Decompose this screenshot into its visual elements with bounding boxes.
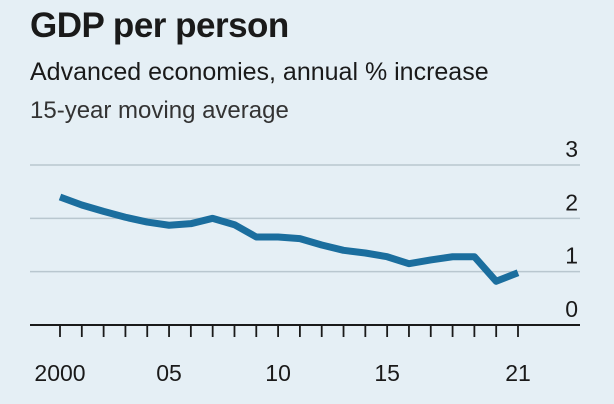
x-tick-label: 05	[156, 360, 182, 386]
x-tick-label: 2000	[34, 360, 85, 386]
series-line	[58, 193, 520, 285]
y-tick-label: 0	[565, 296, 578, 322]
y-tick-label: 3	[565, 136, 578, 162]
y-tick-label: 2	[565, 189, 578, 215]
chart-note: 15-year moving average	[30, 97, 289, 124]
y-tick-label: 1	[565, 243, 578, 269]
x-tick-label: 21	[505, 360, 531, 386]
chart-subtitle: Advanced economies, annual % increase	[30, 58, 489, 86]
x-tick-label: 15	[374, 360, 400, 386]
x-tick-label: 10	[265, 360, 291, 386]
chart-title: GDP per person	[30, 6, 289, 45]
